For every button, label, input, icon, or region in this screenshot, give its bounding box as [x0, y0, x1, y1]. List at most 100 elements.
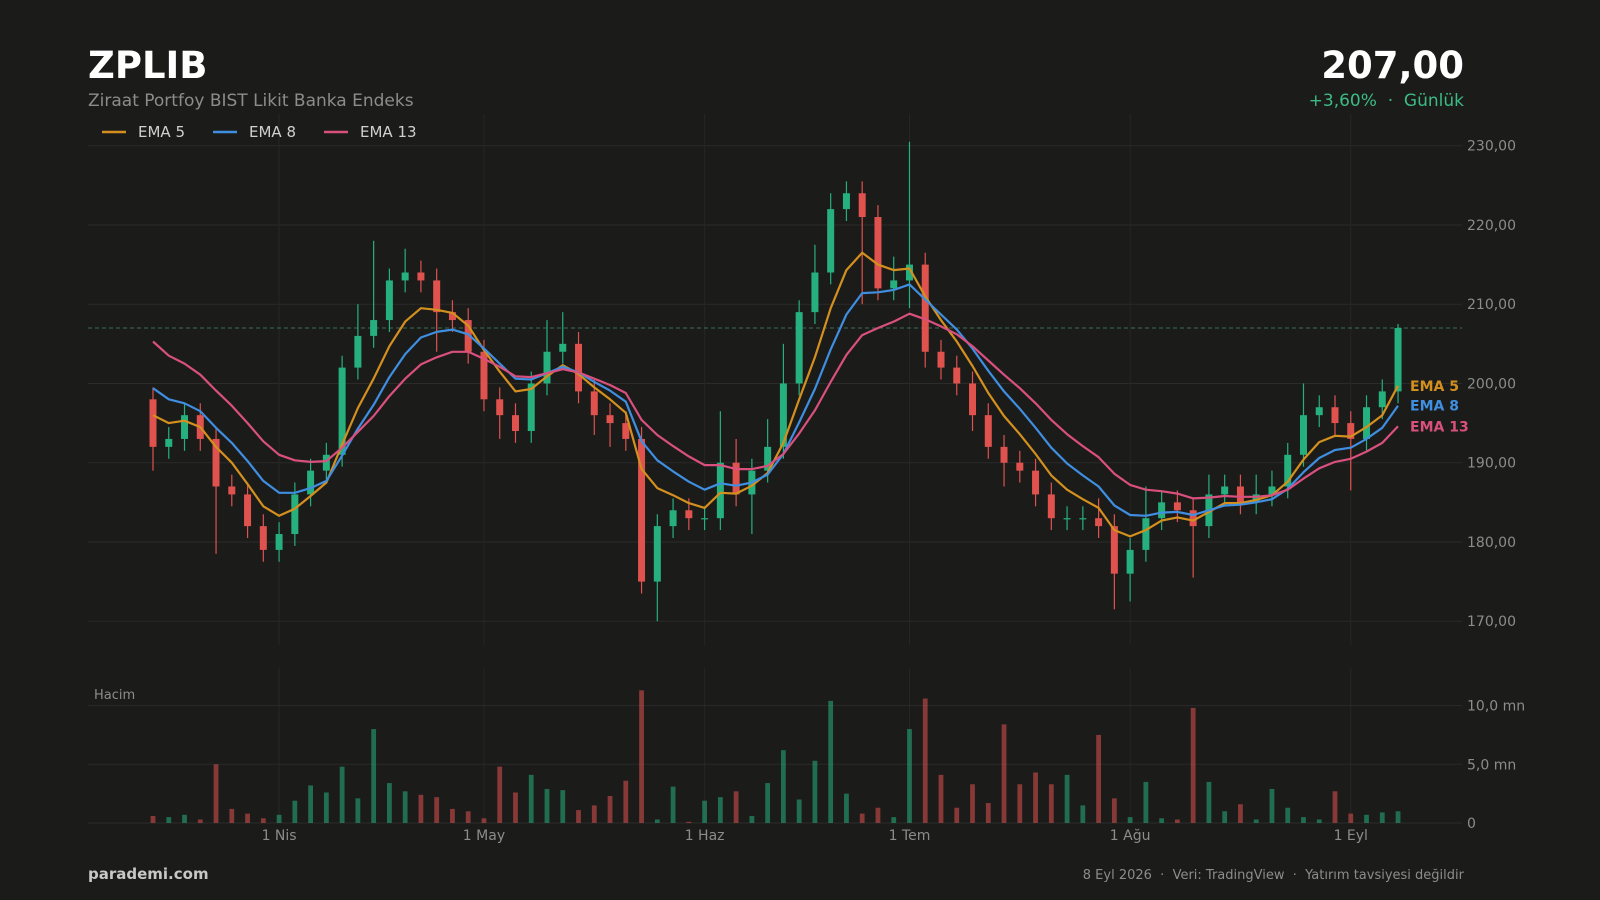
candle-body: [527, 383, 535, 432]
candle-body: [921, 264, 929, 352]
candle-body: [543, 351, 551, 384]
candle-body: [937, 351, 945, 368]
volume-bar: [1033, 772, 1038, 823]
volume-bar: [418, 794, 424, 823]
x-tick-label: 1 Tem: [889, 828, 931, 844]
candle-body: [575, 343, 583, 392]
candle-body: [795, 312, 803, 384]
candle-body: [905, 264, 913, 281]
candle-body: [858, 193, 866, 218]
volume-bar: [765, 783, 771, 823]
candle-body: [1126, 549, 1134, 574]
x-tick-label: 1 Ağu: [1110, 828, 1151, 844]
candle-body: [1158, 502, 1166, 519]
legend-label: EMA 8: [249, 123, 296, 141]
candle-body: [244, 494, 252, 527]
candle-body: [1363, 407, 1371, 439]
legend-label: EMA 13: [360, 123, 417, 141]
volume-bar: [339, 766, 345, 823]
volume-bar: [985, 803, 991, 823]
volume-bar: [355, 798, 361, 823]
candle-body: [1394, 327, 1402, 392]
candle-body: [842, 193, 850, 210]
candle-body: [1236, 486, 1244, 503]
volume-bar: [387, 783, 392, 823]
volume-bar: [1332, 791, 1338, 823]
subtitle: Ziraat Portfoy BIST Likit Banka Endeks: [88, 91, 414, 111]
volume-bar: [891, 817, 897, 823]
candle-body: [275, 534, 283, 550]
volume-bar: [702, 800, 707, 823]
candle-body: [1378, 391, 1386, 408]
candle-body: [1315, 407, 1323, 416]
volume-bar: [1127, 817, 1133, 823]
volume-bar: [1222, 811, 1228, 823]
volume-bar: [970, 784, 975, 823]
candle-body: [1221, 486, 1229, 495]
volume-bar: [1190, 707, 1196, 823]
candle-body: [259, 526, 267, 550]
candle-body: [181, 415, 189, 439]
candle-body: [653, 526, 661, 582]
volume-bar: [576, 810, 581, 823]
ema-line: [152, 251, 1399, 538]
volume-bar: [1175, 819, 1180, 823]
volume-bar: [1064, 774, 1070, 823]
volume-bar: [213, 764, 219, 823]
candle-body: [1047, 494, 1055, 519]
candle-body: [590, 391, 598, 416]
candle-body: [480, 351, 488, 400]
volume-bar: [560, 790, 566, 823]
volume-bar: [1348, 813, 1354, 823]
candle-body: [1142, 518, 1150, 550]
volume-bar: [1316, 819, 1322, 823]
volume-bar: [1379, 812, 1385, 823]
y-tick-label: 180,00: [1467, 535, 1516, 551]
volume-bar: [859, 813, 865, 823]
candle-body: [370, 320, 378, 336]
candle-body: [1016, 462, 1024, 471]
y-tick-label: 200,00: [1467, 376, 1516, 392]
volume-bar: [623, 780, 629, 823]
volume-bar: [670, 786, 676, 823]
candle-body: [1189, 510, 1197, 527]
candle-body: [1032, 470, 1040, 495]
volume-bar: [1301, 817, 1306, 823]
candle-body: [1268, 486, 1276, 495]
candle-body: [496, 399, 504, 416]
volume-bar: [166, 817, 172, 823]
volume-bar: [1364, 814, 1369, 823]
x-tick-label: 1 Eyl: [1334, 828, 1368, 844]
volume-bar: [781, 750, 786, 823]
candle-body: [354, 335, 362, 368]
x-tick-label: 1 Nis: [262, 828, 297, 844]
candle-body: [669, 510, 677, 527]
candle-body: [811, 272, 819, 313]
candle-body: [1095, 518, 1103, 527]
ema-line: [152, 312, 1399, 500]
y-tick-label: 0: [1467, 816, 1476, 832]
x-tick-label: 1 May: [463, 828, 505, 844]
candle-body: [1347, 423, 1355, 439]
volume-bar: [591, 805, 597, 823]
y-tick-label: 5,0 mn: [1467, 757, 1516, 773]
volume-bar: [1206, 781, 1212, 823]
volume-bar: [182, 814, 187, 823]
candle-body: [1063, 518, 1071, 520]
candle-body: [874, 217, 882, 289]
ema-line: [152, 283, 1399, 517]
candle-body: [716, 462, 724, 519]
candle-body: [685, 510, 693, 519]
footer-note: 8 Eyl 2026 · Veri: TradingView · Yatırım…: [1083, 868, 1465, 883]
candle-body: [701, 518, 709, 520]
volume-bar: [528, 774, 534, 823]
volume-bar: [323, 792, 329, 823]
candle-body: [638, 438, 646, 582]
candle-body: [969, 383, 977, 416]
end-label: EMA 8: [1410, 399, 1459, 415]
volume-bar: [639, 690, 644, 823]
volume-bar: [260, 818, 266, 823]
y-tick-label: 170,00: [1467, 614, 1516, 630]
